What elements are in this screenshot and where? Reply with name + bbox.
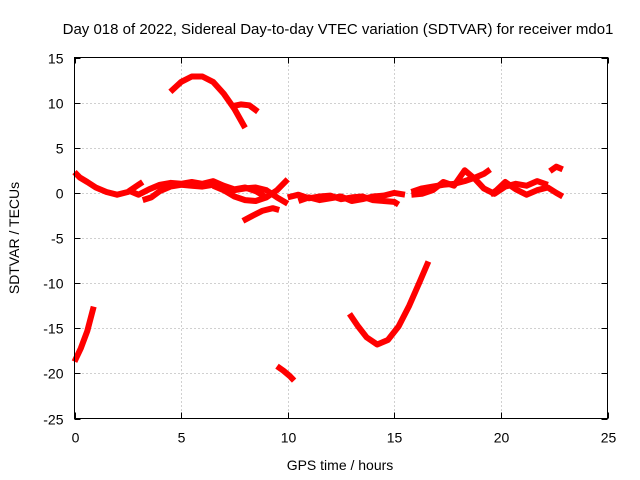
y-tick-label: -20 [43,366,63,382]
series-arc-8 [231,101,260,115]
plot-frame [74,57,608,419]
x-tick-label: 0 [72,430,80,446]
x-tick-label: 25 [601,430,617,446]
data-series [71,73,565,383]
series-arc-16 [548,163,564,174]
y-tick-label: -15 [43,321,63,337]
chart-title: Day 018 of 2022, Sidereal Day-to-day VTE… [63,21,614,38]
series-arc-1 [72,169,145,198]
series-arc-4 [128,177,290,201]
series-arc-9 [275,363,297,383]
y-tick-label: -10 [43,276,63,292]
y-tick-label: 10 [48,96,64,112]
x-tick-label: 10 [281,430,297,446]
x-tick-label: 15 [387,430,403,446]
y-tick-label: 5 [56,141,64,157]
x-tick-label: 20 [494,430,510,446]
y-tick-label: -5 [51,231,64,247]
y-tick-label: 15 [48,51,64,67]
y-tick-label: -25 [43,412,63,428]
axis-ticks: 0 5 10 15 20 25 -25 -20 -15 -10 -5 0 5 10 15 [43,51,616,446]
x-tick-label: 5 [178,430,186,446]
series-arc-15 [488,179,565,200]
x-axis-label: GPS time / hours [287,457,394,473]
series-arc-14 [411,167,549,198]
series-arc-6 [241,205,281,224]
series-arc-2 [71,305,97,363]
series-arc-11 [297,189,406,204]
series-arc-3 [141,181,290,207]
grid [74,57,608,419]
y-tick-label: 0 [56,186,64,202]
y-axis-label: SDTVAR / TECUs [6,182,22,294]
series-arc-12 [347,260,432,348]
series-arc-5 [211,182,268,204]
